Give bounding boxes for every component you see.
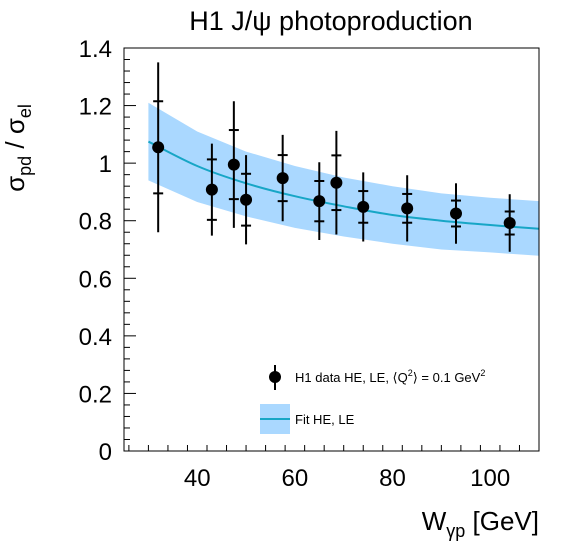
data-point	[227, 101, 240, 228]
y-tick-label: 0.4	[79, 324, 112, 351]
data-point	[240, 155, 253, 245]
x-tick-label: 60	[282, 465, 309, 492]
y-tick-label: 0.2	[79, 381, 112, 408]
legend-entry-data: H1 data HE, LE, ⟨Q2⟩ = 0.1 GeV2	[269, 365, 485, 390]
data-point	[357, 172, 370, 242]
y-tick-label: 1.4	[79, 36, 112, 63]
plot-area	[123, 47, 540, 452]
data-point	[401, 175, 414, 242]
data-point	[276, 134, 289, 222]
data-marker	[450, 207, 462, 220]
y-tick-label: 0.6	[79, 266, 112, 293]
data-point	[313, 162, 326, 241]
data-marker	[330, 176, 343, 189]
data-marker	[357, 200, 370, 213]
data-marker	[503, 217, 516, 230]
data-marker	[401, 202, 414, 215]
data-point	[152, 62, 165, 233]
x-tick-label: 40	[184, 465, 211, 492]
data-marker	[152, 141, 165, 154]
y-tick-label: 1.2	[79, 94, 112, 121]
legend-label-fit: Fit HE, LE	[295, 412, 355, 427]
data-point	[330, 130, 343, 235]
y-tick-label: 0.8	[79, 209, 112, 236]
data-point	[503, 194, 516, 252]
legend-entry-fit: Fit HE, LE	[260, 404, 355, 434]
legend: H1 data HE, LE, ⟨Q2⟩ = 0.1 GeV2 Fit HE, …	[260, 365, 485, 434]
y-axis-label: σpd / σel	[0, 104, 35, 192]
data-marker	[227, 158, 240, 171]
chart-title: H1 J/ψ photoproduction	[189, 6, 472, 36]
data-marker	[276, 172, 289, 185]
x-tick-label: 100	[470, 465, 510, 492]
y-axis-ticks	[124, 47, 136, 452]
data-point	[450, 183, 462, 244]
legend-data-marker	[269, 371, 281, 383]
x-axis-tick-labels: 40 60 80 100	[184, 465, 510, 492]
x-tick-label: 80	[379, 465, 406, 492]
data-marker	[240, 193, 253, 206]
x-axis-label: Wγp [GeV]	[422, 506, 539, 541]
fit-uncertainty-band	[148, 102, 539, 256]
y-axis-tick-labels: 0 0.2 0.4 0.6 0.8 1 1.2 1.4	[79, 36, 112, 466]
data-points	[152, 62, 516, 252]
x-axis-ticks	[128, 445, 540, 451]
legend-label-data: H1 data HE, LE, ⟨Q2⟩ = 0.1 GeV2	[295, 368, 485, 385]
y-tick-label: 1	[99, 151, 112, 178]
data-marker	[313, 195, 326, 208]
plot-frame	[123, 47, 540, 452]
y-tick-label: 0	[99, 439, 112, 466]
data-point	[205, 143, 218, 236]
data-marker	[205, 183, 218, 196]
